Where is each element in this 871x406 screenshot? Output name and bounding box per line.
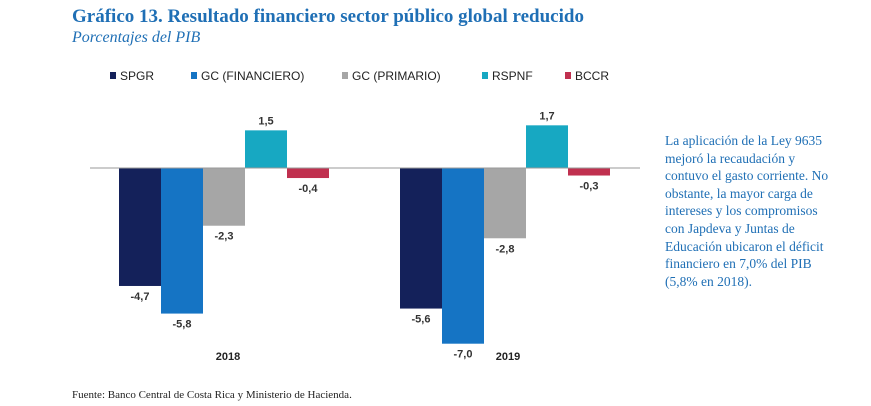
legend-swatch-rspnf [482, 72, 488, 79]
category-labels: 2018 2019 [216, 351, 520, 363]
data-label-gc-financiero-2019: -7,0 [454, 349, 473, 361]
category-label-2018: 2018 [216, 351, 240, 363]
data-label-rspnf-2019: 1,7 [539, 110, 554, 122]
legend-swatch-spgr [110, 72, 116, 79]
data-label-rspnf-2018: 1,5 [258, 115, 273, 127]
legend-label-gc-primario: GC (PRIMARIO) [352, 69, 441, 83]
data-label-gc-primario-2019: -2,8 [496, 243, 515, 255]
source-note: Fuente: Banco Central de Costa Rica y Mi… [72, 389, 352, 401]
bar-gc-primario-2019 [484, 168, 526, 239]
bar-spgr-2018 [119, 168, 161, 286]
bar-bccr-2019 [568, 168, 610, 176]
bar-rspnf-2019 [526, 125, 568, 168]
category-label-2019: 2019 [496, 351, 520, 363]
chart-title: Gráfico 13. Resultado financiero sector … [72, 6, 584, 28]
data-label-gc-primario-2018: -2,3 [215, 231, 234, 243]
legend-label-bccr: BCCR [575, 69, 609, 83]
commentary-note: La aplicación de la Ley 9635 mejoró la r… [665, 133, 829, 289]
data-label-bccr-2018: -0,4 [299, 183, 319, 195]
bar-bccr-2018 [287, 168, 329, 179]
data-label-spgr-2018: -4,7 [131, 291, 150, 303]
data-label-gc-financiero-2018: -5,8 [173, 319, 192, 331]
legend-label-spgr: SPGR [120, 69, 154, 83]
bar-gc-primario-2018 [203, 168, 245, 226]
chart-title-text: Resultado financiero sector público glob… [167, 6, 584, 27]
bars [119, 125, 610, 344]
legend-label-gc-financiero: GC (FINANCIERO) [201, 69, 304, 83]
data-labels: -4,7 -5,8 -2,3 1,5 -0,4 -5,6 -7,0 -2,8 1,7 -0,3 [131, 110, 599, 360]
legend-swatch-gc-financiero [191, 72, 197, 79]
data-label-bccr-2019: -0,3 [580, 181, 599, 193]
chart-subtitle: Porcentajes del PIB [72, 29, 201, 46]
legend-swatch-bccr [565, 72, 571, 79]
bar-rspnf-2018 [245, 130, 287, 168]
bar-gc-financiero-2018 [161, 168, 203, 314]
data-label-spgr-2019: -5,6 [412, 314, 431, 326]
legend-label-rspnf: RSPNF [492, 69, 533, 83]
legend-swatch-gc-primario [342, 72, 348, 79]
legend: SPGR GC (FINANCIERO) GC (PRIMARIO) RSPNF BCC… [110, 69, 609, 83]
chart-number: Gráfico 13. [72, 6, 163, 27]
bar-gc-financiero-2019 [442, 168, 484, 344]
bar-spgr-2019 [400, 168, 442, 309]
